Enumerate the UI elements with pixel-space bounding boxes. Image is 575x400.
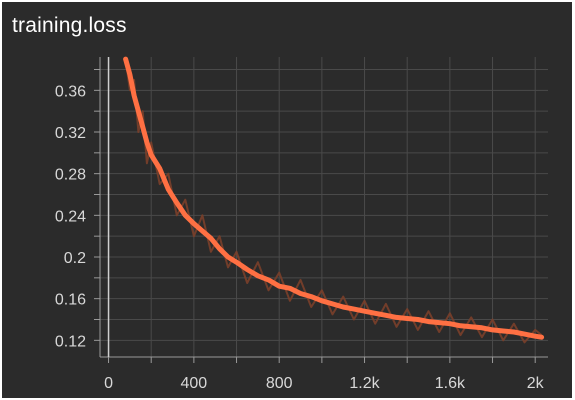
raw-loss-line <box>124 58 543 344</box>
y-tick-label: 0.28 <box>55 167 86 184</box>
x-tick-label: 400 <box>181 375 208 392</box>
chart-title: training.loss <box>12 14 127 37</box>
smoothed-loss-line <box>123 56 545 340</box>
x-tick-label: 0 <box>104 375 113 392</box>
y-tick-label: 0.24 <box>55 208 86 225</box>
y-tick-label: 0.16 <box>55 292 86 309</box>
x-tick-label: 1.2k <box>349 375 380 392</box>
y-tick-label: 0.2 <box>64 250 86 267</box>
y-tick-label: 0.32 <box>55 125 86 142</box>
x-tick-label: 1.6k <box>435 375 466 392</box>
x-tick-label: 800 <box>266 375 293 392</box>
y-tick-label: 0.12 <box>55 333 86 350</box>
x-tick-label: 2k <box>527 375 545 392</box>
y-tick-label: 0.36 <box>55 83 86 100</box>
